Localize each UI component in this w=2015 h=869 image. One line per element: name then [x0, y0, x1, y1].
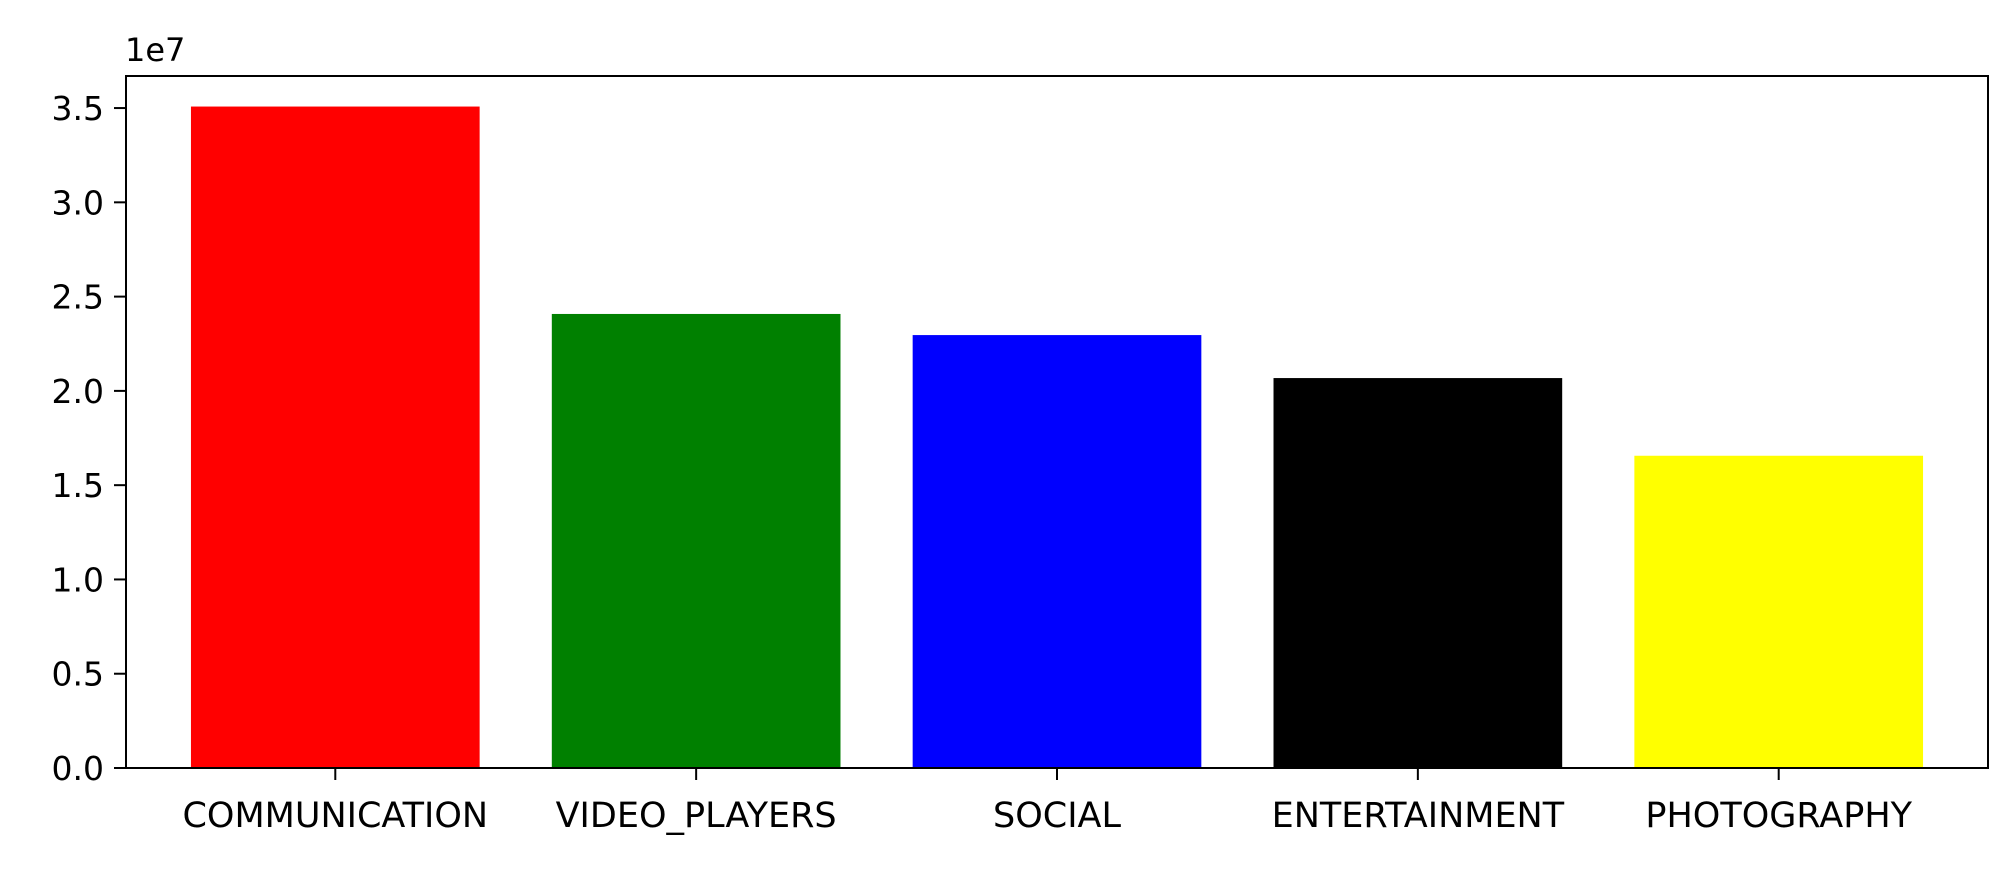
y-tick-label: 0.5: [52, 655, 104, 694]
y-tick-label: 1.0: [52, 560, 104, 599]
y-axis-offset-label: 1e7: [125, 31, 185, 69]
y-axis-ticks: 0.0 0.5 1.0 1.5 2.0 2.5 3.0 3.5: [52, 89, 126, 788]
y-tick-label: 1.5: [52, 466, 104, 505]
x-tick-label: COMMUNICATION: [182, 796, 488, 836]
y-tick-label: 2.5: [52, 278, 104, 317]
bar-social: [912, 335, 1202, 768]
bar-photography: [1634, 455, 1924, 768]
x-tick-label: ENTERTAINMENT: [1272, 796, 1565, 836]
y-tick-label: 2.0: [52, 372, 104, 411]
x-tick-label: SOCIAL: [993, 796, 1121, 836]
bars-group: [190, 106, 1924, 769]
y-tick-label: 0.0: [52, 749, 104, 788]
plot-area-frame: [125, 75, 1989, 769]
x-tick-label: PHOTOGRAPHY: [1645, 796, 1912, 836]
x-tick-label: VIDEO_PLAYERS: [556, 796, 837, 836]
bar-communication: [190, 106, 480, 769]
y-tick-label: 3.0: [52, 183, 104, 222]
bar-entertainment: [1273, 378, 1563, 768]
x-axis-ticks: COMMUNICATION VIDEO_PLAYERS SOCIAL ENTERTAI…: [182, 768, 1913, 836]
bar-video-players: [551, 313, 841, 768]
y-tick-label: 3.5: [52, 89, 104, 128]
